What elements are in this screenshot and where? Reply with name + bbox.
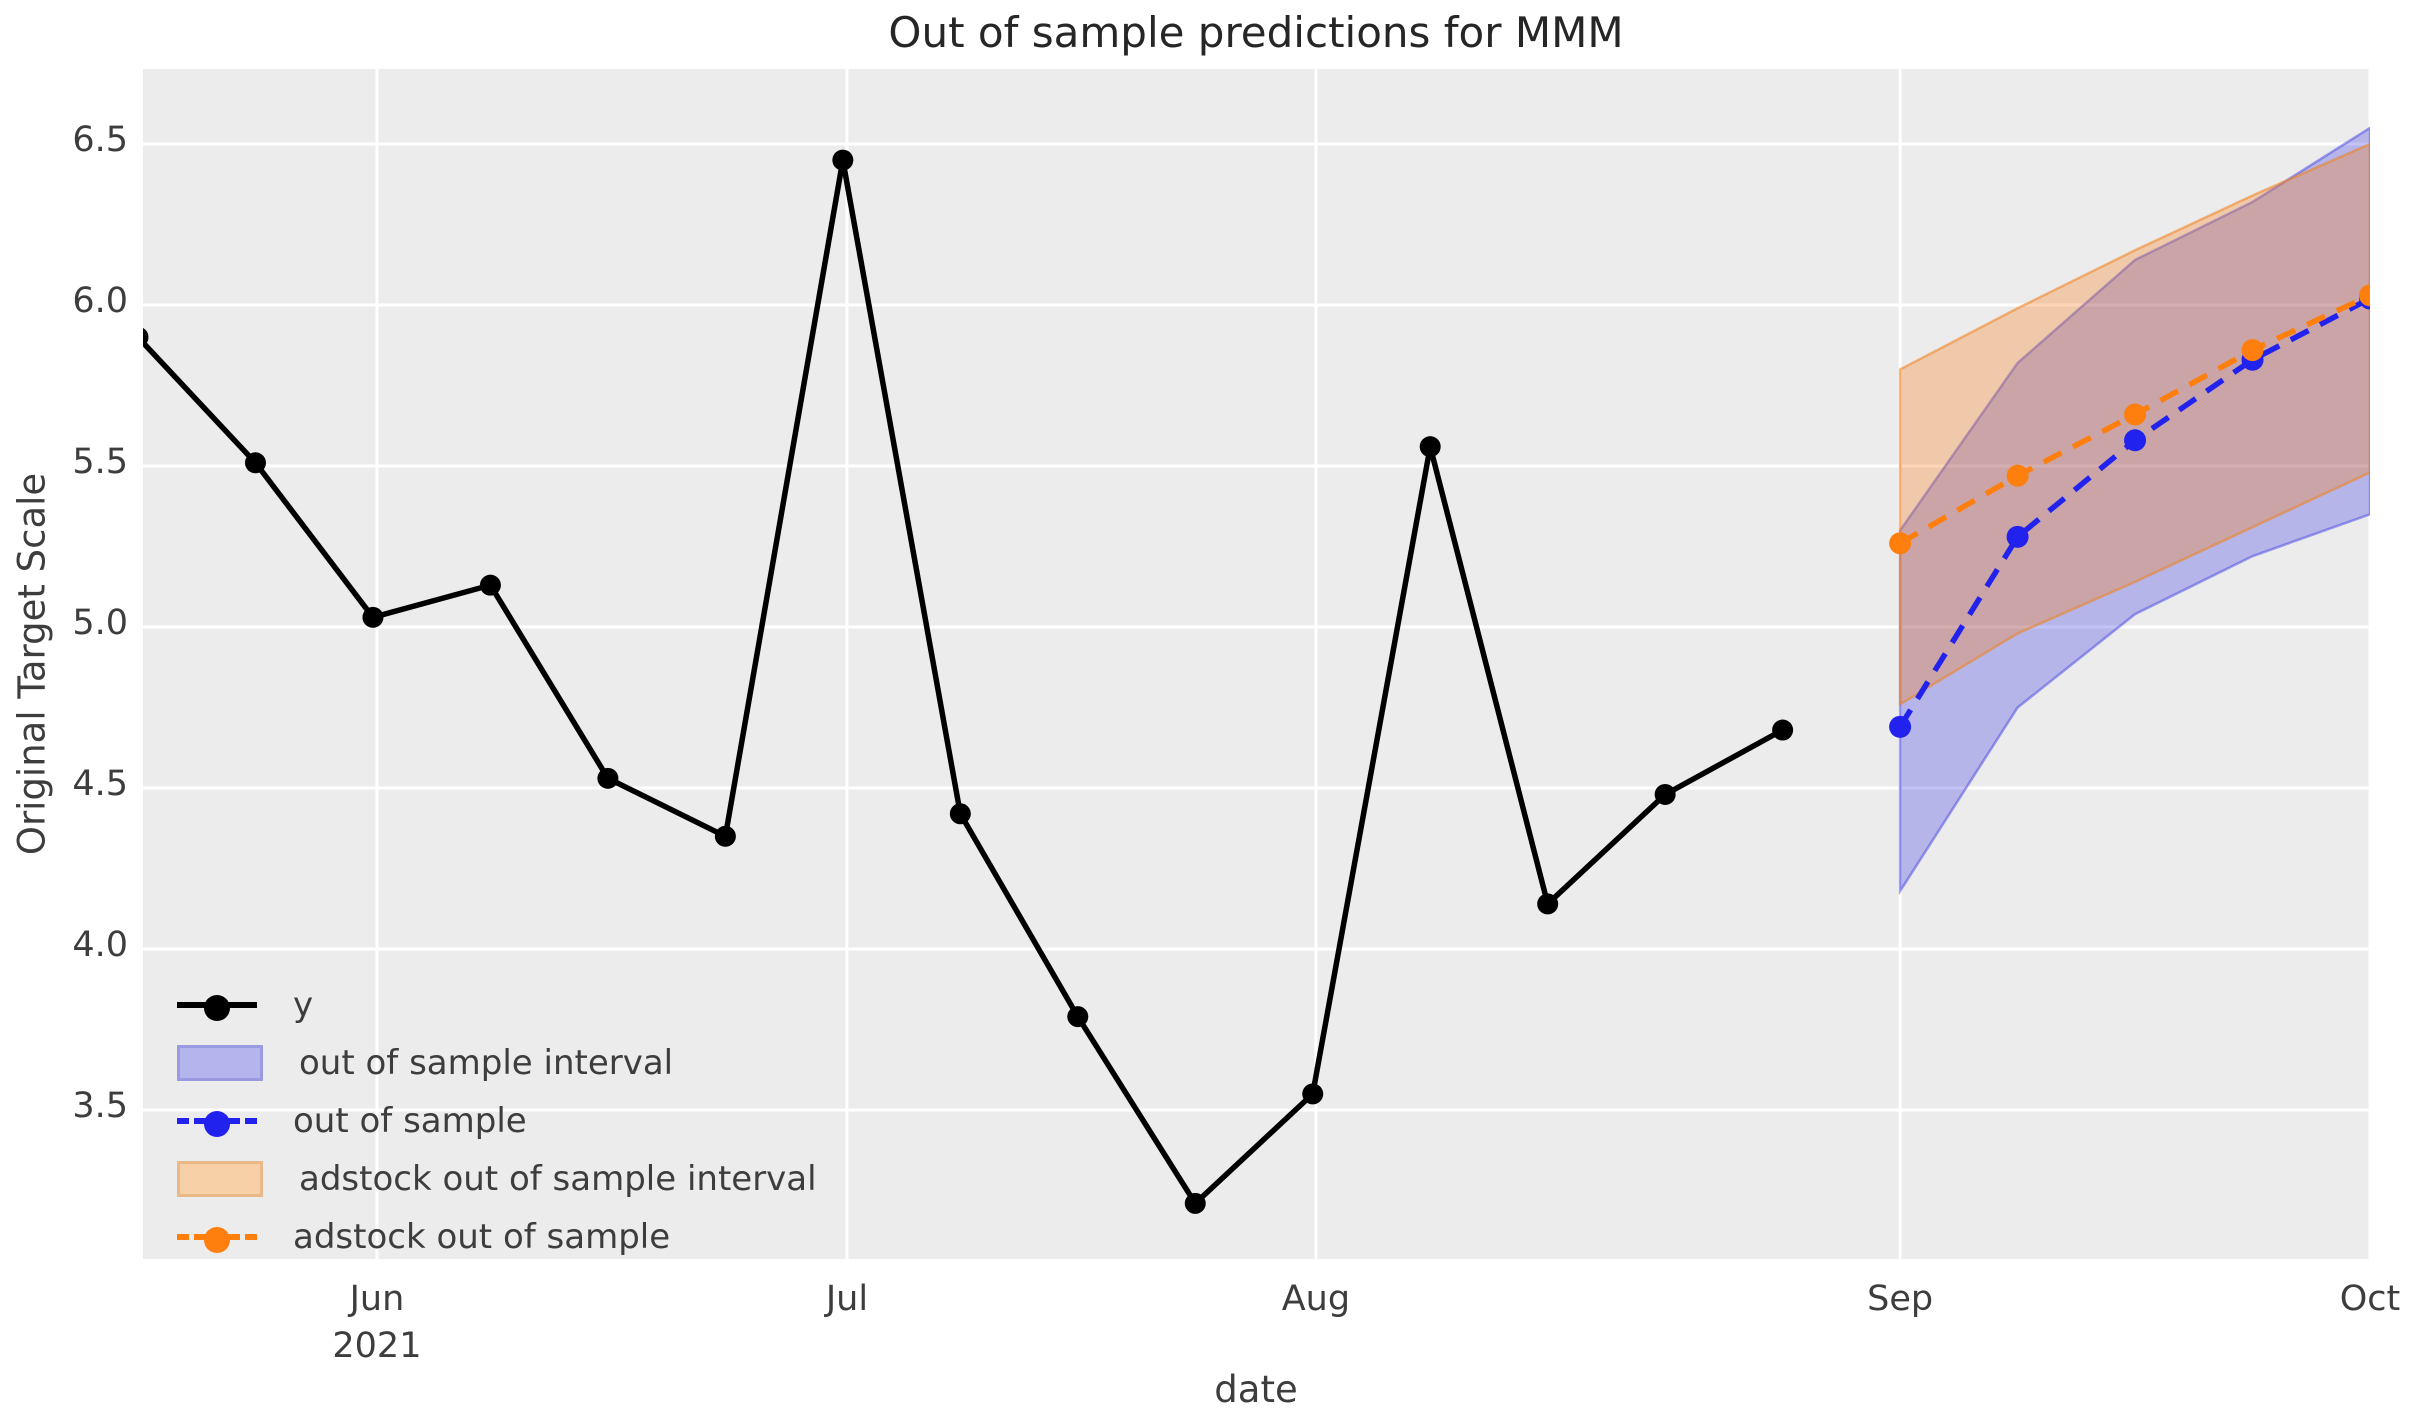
x-tick-label: Aug [1281, 1279, 1351, 1319]
legend-patch-swatch [177, 1045, 263, 1081]
chart-title: Out of sample predictions for MMM [888, 8, 1624, 57]
legend-item-y: y [177, 976, 817, 1034]
series-y-marker [1184, 1192, 1206, 1214]
series-adstock-out-of-sample-marker [2359, 284, 2370, 307]
series-adstock-out-of-sample-marker [1889, 532, 1912, 555]
series-y-marker [1302, 1083, 1324, 1105]
x-tick-label: Sep [1867, 1279, 1934, 1319]
series-y-marker [949, 803, 971, 825]
legend-item-label: out of sample interval [299, 1043, 674, 1083]
legend-item-label: adstock out of sample [293, 1217, 671, 1257]
series-y-marker [832, 149, 854, 171]
legend-item-label: out of sample [293, 1101, 527, 1141]
series-out-of-sample-marker [2006, 525, 2029, 548]
series-y-marker [1537, 893, 1559, 915]
x-tick-label: Jun 2021 [332, 1276, 421, 1371]
y-tick-label: 4.0 [72, 925, 128, 965]
series-adstock-out-of-sample-marker [2241, 339, 2264, 362]
y-tick-label: 5.0 [72, 603, 128, 643]
band-out-of-sample-interval [1898, 126, 2370, 896]
y-tick-label: 5.5 [72, 442, 128, 482]
legend-item-out-of-sample-interval: out of sample interval [177, 1034, 817, 1092]
series-y-marker [597, 767, 619, 789]
legend-item-adstock-out-of-sample-interval: adstock out of sample interval [177, 1150, 817, 1208]
x-tick-label: Jul [825, 1279, 869, 1319]
series-y-marker [244, 452, 266, 474]
series-out-of-sample-marker [2124, 429, 2147, 452]
y-axis-label: Original Target Scale [10, 472, 54, 856]
x-tick-label: Oct [2339, 1279, 2401, 1319]
series-adstock-out-of-sample-marker [2124, 403, 2147, 426]
series-y-marker [362, 606, 384, 628]
legend-line-swatch [177, 995, 257, 1021]
series-y-marker [1067, 1006, 1089, 1028]
legend-item-label: y [293, 985, 314, 1025]
y-tick-label: 3.5 [72, 1086, 128, 1126]
y-tick-label: 4.5 [72, 764, 128, 804]
legend-item-out-of-sample: out of sample [177, 1092, 817, 1150]
legend: y out of sample interval out of sample a… [177, 976, 817, 1266]
plot-artists [143, 126, 2370, 1214]
series-y-marker [479, 574, 501, 596]
x-tick-sublabel: 2021 [332, 1326, 422, 1367]
legend-line-swatch [177, 1111, 257, 1137]
series-y-marker [1654, 783, 1676, 805]
legend-patch-swatch [177, 1161, 263, 1197]
legend-item-adstock-out-of-sample: adstock out of sample [177, 1208, 817, 1266]
series-y-marker [1772, 719, 1794, 741]
series-adstock-out-of-sample-marker [2006, 464, 2029, 487]
series-y-marker [143, 327, 149, 347]
legend-line-swatch [177, 1227, 257, 1253]
y-tick-label: 6.5 [72, 120, 128, 160]
x-axis-label: date [1214, 1368, 1298, 1411]
legend-item-label: adstock out of sample interval [299, 1159, 817, 1199]
y-tick-label: 6.0 [72, 281, 128, 321]
series-y-marker [714, 825, 736, 847]
plot-background [143, 69, 2370, 1259]
series-y-marker [1419, 436, 1441, 458]
series-out-of-sample-marker [1889, 715, 1912, 738]
